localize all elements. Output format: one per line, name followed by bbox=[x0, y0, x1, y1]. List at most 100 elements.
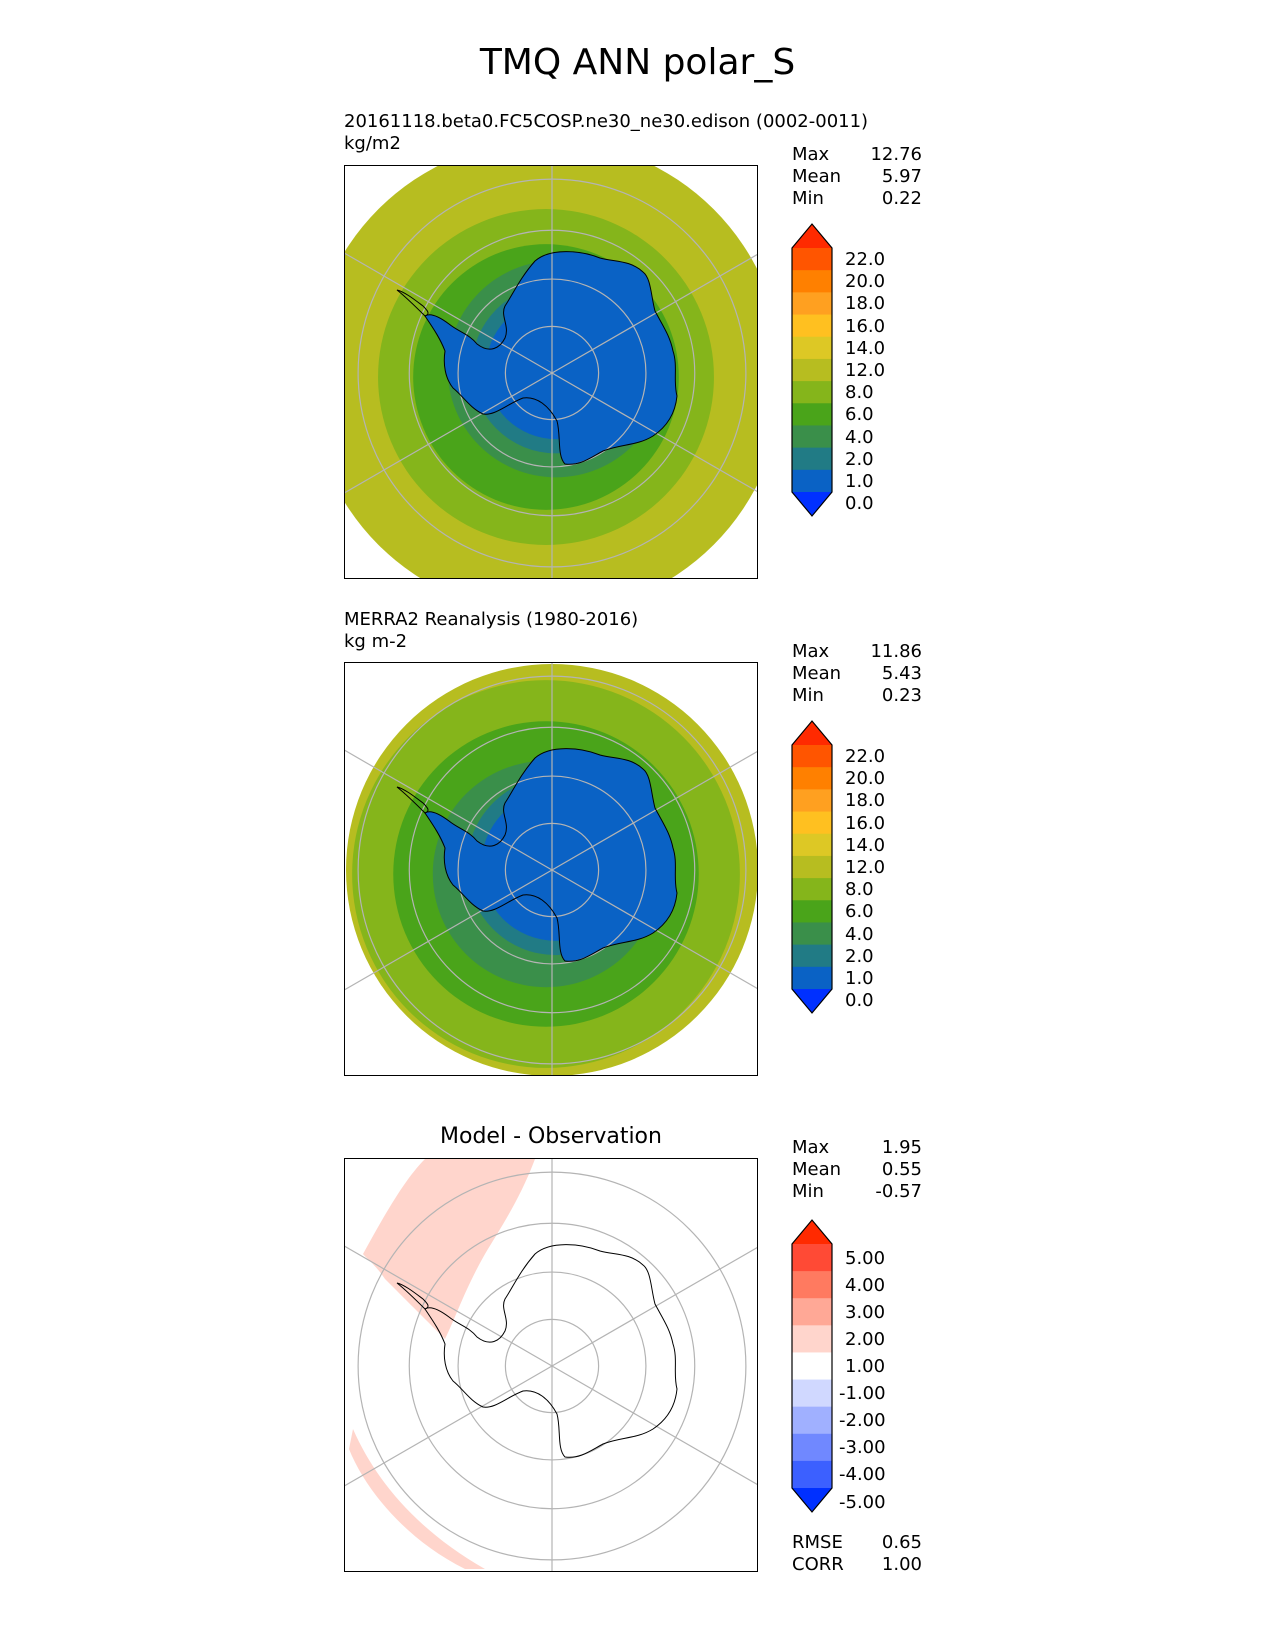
meridian-line bbox=[551, 869, 757, 990]
colorbar-tick-label: -3.00 bbox=[839, 1437, 886, 1459]
colorbar-segment bbox=[792, 1433, 832, 1462]
colorbar-segment bbox=[792, 314, 832, 338]
colorbar-tick-label: 12.0 bbox=[845, 360, 886, 381]
stat-mean: Mean 5.97 bbox=[792, 166, 922, 187]
panel2-map bbox=[344, 662, 758, 1076]
colorbar-extend-bottom bbox=[792, 1488, 832, 1512]
colorbar-tick-label: 2.00 bbox=[845, 1328, 886, 1350]
colorbar-tick-label: 16.0 bbox=[845, 812, 886, 834]
stat-mean: Mean 0.55 bbox=[792, 1159, 922, 1180]
antarctica-coastline bbox=[424, 1244, 678, 1458]
colorbar-segment bbox=[792, 1244, 832, 1272]
colorbar-segment bbox=[792, 403, 832, 426]
panel2-title: MERRA2 Reanalysis (1980-2016) kg m-2 bbox=[344, 609, 638, 653]
colorbar-segment bbox=[792, 358, 832, 382]
colorbar-segment bbox=[792, 469, 832, 493]
colorbar-segment bbox=[792, 811, 832, 835]
colorbar-tick-label: 1.0 bbox=[845, 967, 874, 989]
colorbar-segment bbox=[792, 1352, 832, 1381]
colorbar-segment bbox=[792, 833, 832, 857]
colorbar-segment bbox=[792, 1406, 832, 1435]
colorbar-segment bbox=[792, 745, 832, 768]
colorbar-tick-label: -5.00 bbox=[839, 1491, 886, 1513]
stat-max: Max 1.95 bbox=[792, 1137, 922, 1158]
panel1-title: 20161118.beta0.FC5COSP.ne30_ne30.edison … bbox=[344, 111, 868, 155]
colorbar-segment bbox=[792, 1379, 832, 1408]
colorbar-tick-label: 2.0 bbox=[845, 448, 874, 470]
colorbar-tick-label: -2.00 bbox=[839, 1410, 886, 1432]
figure-title: TMQ ANN polar_S bbox=[479, 42, 796, 83]
colorbar-segment bbox=[792, 855, 832, 879]
colorbar-segment bbox=[792, 248, 832, 271]
meridian-line bbox=[345, 1365, 553, 1487]
colorbar-extend-bottom bbox=[792, 492, 832, 516]
colorbar-tick-label: 22.0 bbox=[845, 746, 886, 768]
colorbar-tick-label: 1.0 bbox=[845, 470, 874, 492]
colorbar-segment bbox=[792, 1460, 832, 1489]
meridian-line bbox=[551, 1246, 757, 1367]
colorbar-tick-label: 2.0 bbox=[845, 945, 874, 967]
colorbar-tick-label: 20.0 bbox=[845, 768, 886, 790]
meridian-line bbox=[345, 1245, 553, 1367]
stat-max: Max 11.86 bbox=[792, 641, 922, 662]
panel1-colorbar bbox=[791, 223, 833, 517]
colorbar-outline bbox=[791, 223, 833, 517]
colorbar-tick-label: 16.0 bbox=[845, 315, 886, 337]
stat-min: Min -0.57 bbox=[792, 1181, 922, 1202]
colorbar-segment bbox=[792, 922, 832, 946]
stat-corr: CORR 1.00 bbox=[792, 1554, 922, 1575]
colorbar-tick-label: 0.0 bbox=[845, 990, 874, 1012]
panel3-bottom-stats: RMSE 0.65 CORR 1.00 bbox=[792, 1532, 922, 1576]
colorbar-segment bbox=[792, 1298, 832, 1326]
colorbar-extend-top bbox=[792, 721, 832, 745]
meridian-line bbox=[345, 372, 553, 494]
colorbar-tick-label: 8.0 bbox=[845, 879, 874, 901]
colorbar-tick-label: 12.0 bbox=[845, 857, 886, 878]
colorbar-segment bbox=[792, 292, 832, 316]
colorbar-tick-label: 4.0 bbox=[845, 923, 874, 945]
colorbar-tick-label: 4.00 bbox=[845, 1274, 886, 1296]
continent-fill bbox=[425, 748, 677, 962]
panel2-colorbar bbox=[791, 720, 833, 1014]
colorbar-tick-label: 6.0 bbox=[845, 901, 874, 923]
panel2-stats: Max 11.86 Mean 5.43 Min 0.23 bbox=[792, 641, 922, 707]
colorbar-segment bbox=[792, 789, 832, 813]
colorbar-segment bbox=[792, 447, 832, 471]
stat-max: Max 12.76 bbox=[792, 144, 922, 165]
colorbar-segment bbox=[792, 1271, 832, 1299]
colorbar-tick-label: 3.00 bbox=[845, 1301, 886, 1323]
stat-mean: Mean 5.43 bbox=[792, 663, 922, 684]
colorbar-extend-bottom bbox=[792, 989, 832, 1013]
peninsula-coastline bbox=[396, 1282, 429, 1310]
colorbar-segment bbox=[792, 944, 832, 968]
colorbar-segment bbox=[792, 1325, 832, 1353]
panel3-colorbar bbox=[791, 1219, 833, 1513]
meridian-line bbox=[551, 1365, 757, 1486]
panel3-map bbox=[344, 1158, 758, 1572]
meridian-line bbox=[551, 372, 757, 493]
stat-rmse: RMSE 0.65 bbox=[792, 1532, 922, 1553]
colorbar-tick-label: 20.0 bbox=[845, 271, 886, 293]
panel1-title-units: kg/m2 bbox=[344, 133, 401, 154]
colorbar-extend-top bbox=[792, 1220, 832, 1244]
panel1-map bbox=[344, 165, 758, 579]
colorbar-tick-label: 4.0 bbox=[845, 426, 874, 448]
antarctica-coastline bbox=[424, 748, 678, 962]
antarctica-coastline bbox=[424, 251, 678, 465]
peninsula-coastline bbox=[396, 786, 429, 814]
colorbar-tick-label: 1.00 bbox=[845, 1356, 886, 1377]
colorbar-tick-label: -4.00 bbox=[839, 1464, 886, 1486]
colorbar-tick-label: 8.0 bbox=[845, 382, 874, 404]
panel3-title: Model - Observation bbox=[440, 1124, 662, 1149]
colorbar-segment bbox=[792, 900, 832, 923]
colorbar-tick-label: 5.00 bbox=[845, 1247, 886, 1269]
stat-min: Min 0.22 bbox=[792, 188, 922, 209]
colorbar-outline bbox=[791, 720, 833, 1014]
colorbar-segment bbox=[792, 270, 832, 293]
positive-bias-region bbox=[363, 1159, 535, 1339]
panel2-title-name: MERRA2 Reanalysis (1980-2016) bbox=[344, 609, 639, 630]
colorbar-tick-label: 22.0 bbox=[845, 249, 886, 271]
colorbar-tick-label: 18.0 bbox=[845, 790, 886, 812]
colorbar-tick-label: -1.00 bbox=[839, 1383, 886, 1405]
meridian-line bbox=[551, 253, 757, 374]
